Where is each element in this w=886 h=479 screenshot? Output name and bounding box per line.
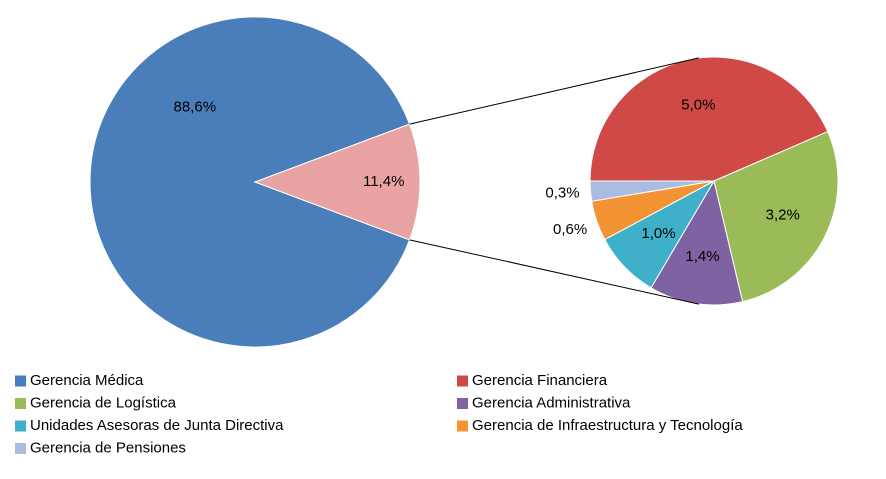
pie-slice bbox=[589, 56, 829, 182]
data-label: 1,0% bbox=[641, 225, 675, 242]
data-label: 88,6% bbox=[174, 99, 217, 116]
legend-label: Gerencia de Logística bbox=[30, 394, 177, 411]
legend-label: Unidades Asesoras de Junta Directiva bbox=[30, 417, 284, 434]
legend-label: Gerencia Médica bbox=[30, 372, 144, 389]
legend-swatch bbox=[457, 375, 468, 387]
legend-label: Gerencia de Infraestructura y Tecnología bbox=[472, 417, 743, 434]
legend-swatch bbox=[15, 420, 26, 432]
connector-line bbox=[409, 57, 699, 125]
legend-label: Gerencia de Pensiones bbox=[30, 439, 186, 456]
legend-label: Gerencia Administrativa bbox=[472, 394, 631, 411]
legend-swatch bbox=[15, 443, 26, 454]
pie-slice bbox=[713, 130, 839, 303]
pie-slice bbox=[89, 16, 411, 348]
data-label: 3,2% bbox=[766, 206, 800, 223]
data-label: 11,4% bbox=[363, 173, 404, 190]
legend-swatch bbox=[15, 375, 26, 387]
pie-slice bbox=[589, 180, 715, 202]
data-label: 0,3% bbox=[545, 184, 579, 201]
data-label: 5,0% bbox=[681, 97, 715, 114]
data-label: 1,4% bbox=[685, 248, 719, 265]
legend-swatch bbox=[457, 398, 468, 409]
legend-label: Gerencia Financiera bbox=[472, 372, 608, 389]
legend-swatch bbox=[457, 420, 468, 432]
data-label: 0,6% bbox=[553, 221, 587, 238]
legend-swatch bbox=[15, 398, 26, 409]
pie-slice bbox=[253, 123, 421, 241]
connector-line bbox=[409, 239, 699, 305]
